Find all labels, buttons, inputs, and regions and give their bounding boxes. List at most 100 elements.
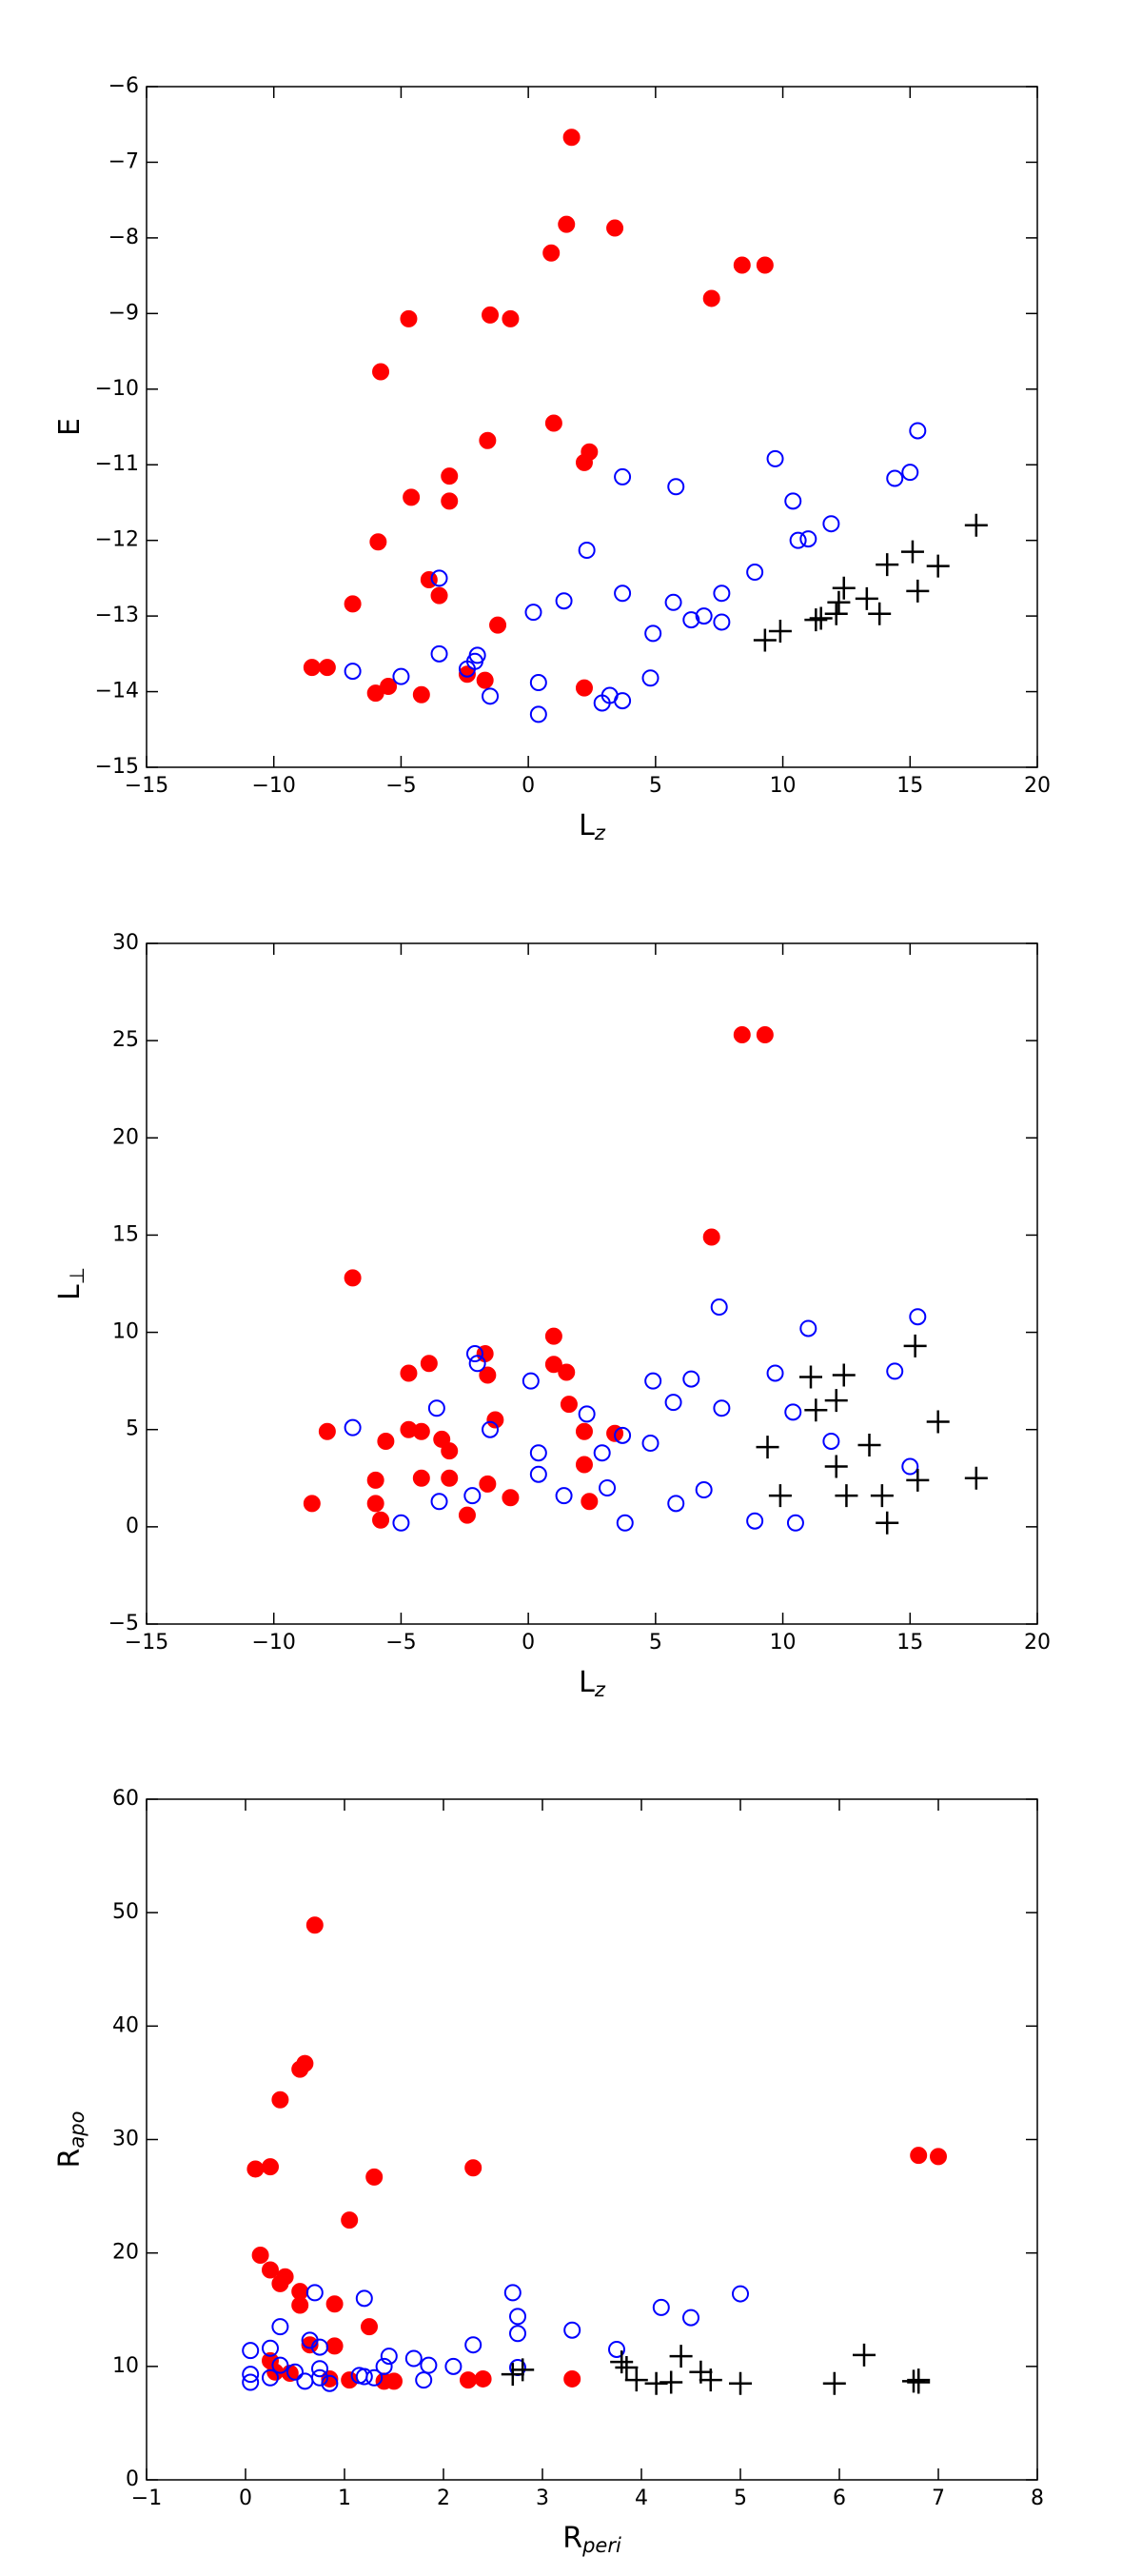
y-tick-label: 15 <box>112 1222 139 1246</box>
y-tick-label: −5 <box>108 1612 139 1635</box>
y-axis-label-sub: ⊥ <box>66 1267 89 1284</box>
point <box>870 1484 894 1508</box>
point <box>798 1365 822 1389</box>
point <box>562 129 581 147</box>
x-tick-label: 8 <box>1031 2487 1044 2510</box>
y-tick-label: 60 <box>112 1787 139 1811</box>
point <box>502 1489 520 1507</box>
point <box>427 1399 445 1417</box>
point <box>468 1355 486 1373</box>
point <box>824 602 848 625</box>
point <box>910 2147 928 2165</box>
point <box>768 620 792 643</box>
point <box>827 590 851 614</box>
y-axis-label-main: E <box>53 418 87 436</box>
point <box>784 1403 802 1421</box>
point <box>365 2168 384 2186</box>
point <box>301 2336 319 2354</box>
point <box>361 2318 378 2336</box>
point <box>876 553 899 577</box>
point <box>756 256 774 274</box>
x-tick-label: 6 <box>833 2487 846 2510</box>
x-tick-label: 2 <box>437 2487 450 2510</box>
point <box>558 1363 576 1381</box>
point <box>441 1469 459 1487</box>
y-tick-label: −10 <box>95 377 139 401</box>
plot-frame <box>146 86 1038 768</box>
point <box>251 2247 269 2265</box>
point <box>529 1444 547 1462</box>
point <box>695 607 713 625</box>
point <box>458 665 476 684</box>
point <box>305 2284 324 2302</box>
point <box>575 453 593 471</box>
point <box>355 2368 373 2386</box>
y-tick-label: 0 <box>126 2467 139 2491</box>
y-tick-label: 30 <box>112 931 139 955</box>
y-tick-label: 25 <box>112 1028 139 1052</box>
point <box>303 659 321 677</box>
x-axis-label-sub: z <box>594 822 606 844</box>
point <box>784 492 802 510</box>
point <box>667 478 685 496</box>
x-tick-label: 0 <box>522 1631 535 1655</box>
point <box>464 2336 482 2354</box>
point <box>756 1026 774 1044</box>
point <box>366 1471 384 1489</box>
point <box>560 1396 578 1414</box>
point <box>614 585 632 603</box>
point <box>529 1465 547 1483</box>
point <box>853 2343 876 2367</box>
y-tick-label: 30 <box>112 2128 139 2151</box>
point <box>385 2372 403 2390</box>
point <box>555 1487 573 1505</box>
point <box>599 1479 617 1496</box>
y-axis-label: L⊥ <box>53 1267 89 1300</box>
point <box>529 705 547 723</box>
point <box>593 694 611 712</box>
point <box>756 1436 779 1459</box>
point <box>420 1355 438 1373</box>
point <box>318 659 336 677</box>
x-tick-label: 15 <box>896 774 923 798</box>
point <box>644 624 662 643</box>
point <box>400 1364 418 1382</box>
point <box>641 669 660 687</box>
point <box>489 616 507 634</box>
point <box>479 431 497 449</box>
point <box>616 1514 634 1532</box>
point <box>392 667 410 685</box>
point <box>824 1389 848 1413</box>
y-tick-label: −9 <box>108 301 139 325</box>
point <box>403 488 421 506</box>
plot-frame <box>146 1798 1038 2481</box>
point <box>608 2340 625 2358</box>
x-tick-label: −15 <box>125 1631 168 1655</box>
point <box>482 687 500 705</box>
point <box>702 1228 720 1246</box>
point <box>430 569 448 587</box>
point <box>412 1422 430 1440</box>
point <box>682 611 700 629</box>
point <box>412 685 430 703</box>
point <box>799 1319 817 1338</box>
point <box>746 1512 764 1530</box>
point <box>614 467 632 485</box>
point <box>909 1308 927 1326</box>
x-tick-label: 4 <box>635 2487 648 2510</box>
point <box>291 2060 309 2078</box>
y-tick-label: 20 <box>112 2241 139 2265</box>
point <box>296 2372 314 2390</box>
point <box>415 2371 433 2389</box>
point <box>444 2357 463 2375</box>
y-tick-label: −15 <box>95 755 139 779</box>
point <box>804 1398 828 1422</box>
point <box>903 1334 927 1357</box>
point <box>262 2158 279 2176</box>
y-tick-label: 10 <box>112 1320 139 1344</box>
point <box>768 1484 792 1508</box>
point <box>262 2368 279 2387</box>
point <box>341 2371 359 2389</box>
